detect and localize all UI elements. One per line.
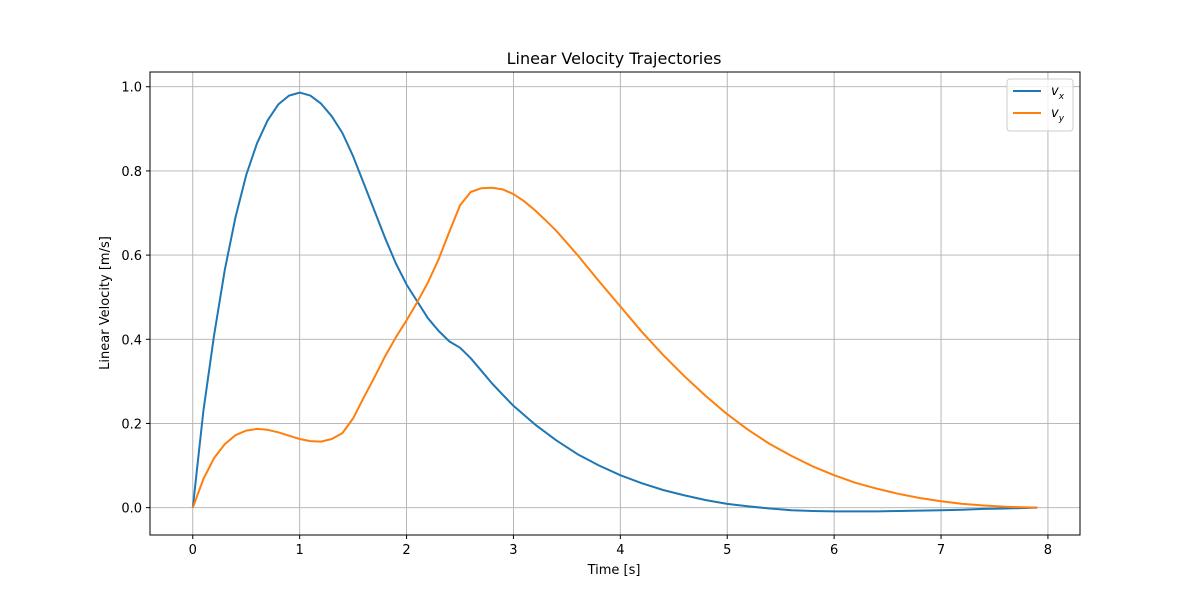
- y-tick-label: 1.0: [121, 81, 142, 96]
- x-tick-label: 4: [616, 543, 624, 558]
- legend-label-y: vy: [1051, 106, 1065, 124]
- y-tick-label: 0.2: [121, 417, 142, 432]
- x-tick-label: 0: [189, 543, 197, 558]
- x-axis-label: Time [s]: [587, 563, 641, 578]
- series-line-v-y: [191, 186, 1038, 509]
- y-tick-label: 0.8: [121, 165, 142, 180]
- y-tick-label: 0.6: [121, 249, 142, 264]
- x-tick-label: 6: [830, 543, 838, 558]
- series-line-v-x: [191, 91, 1038, 513]
- y-tick-label: 0.4: [121, 333, 142, 348]
- axis-ticks: 0 1 2 3 4 5 6 7 8 0.0 0.2 0.4 0.6 0.8 1.0: [121, 81, 1052, 558]
- x-tick-label: 2: [402, 543, 410, 558]
- grid: [150, 72, 1080, 535]
- y-axis-label: Linear Velocity [m/s]: [98, 236, 113, 370]
- plot-series: [191, 91, 1038, 513]
- x-tick-label: 8: [1044, 543, 1052, 558]
- plot-area-frame: [149, 71, 1081, 536]
- legend-label-x: vx: [1051, 84, 1065, 102]
- x-tick-label: 3: [509, 543, 517, 558]
- y-tick-label: 0.0: [121, 502, 142, 517]
- x-tick-label: 1: [296, 543, 304, 558]
- chart-title: Linear Velocity Trajectories: [507, 49, 722, 68]
- x-tick-label: 5: [723, 543, 731, 558]
- x-tick-label: 7: [937, 543, 945, 558]
- legend: vx vy: [1006, 78, 1074, 132]
